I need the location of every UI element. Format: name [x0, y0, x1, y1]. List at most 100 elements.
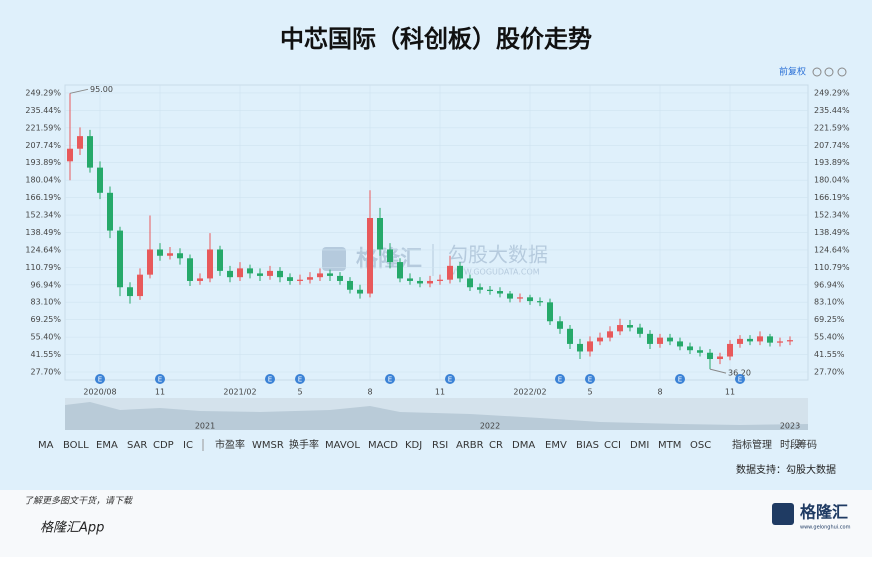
- y2-tick-label: 124.64%: [814, 245, 850, 254]
- event-marker[interactable]: [585, 374, 595, 384]
- event-marker[interactable]: [265, 374, 275, 384]
- candle-body: [507, 293, 513, 299]
- candle-body: [787, 340, 793, 342]
- event-marker[interactable]: [735, 374, 745, 384]
- indicator-tab[interactable]: CDP: [153, 440, 174, 451]
- candle-body: [517, 297, 523, 299]
- y2-tick-label: 249.29%: [814, 88, 850, 97]
- indicator-tab[interactable]: MAVOL: [325, 440, 360, 451]
- indicator-tab[interactable]: EMV: [545, 440, 567, 451]
- candle-body: [227, 270, 233, 278]
- candle-body: [167, 253, 173, 256]
- indicator-tab[interactable]: SAR: [127, 440, 147, 451]
- y2-tick-label: 83.10%: [814, 298, 845, 307]
- y2-tick-label: 55.40%: [814, 333, 845, 342]
- indicator-tab[interactable]: CR: [489, 440, 503, 451]
- x-tick-label: 5: [297, 388, 302, 397]
- y2-tick-label: 235.44%: [814, 106, 850, 115]
- candle-body: [707, 352, 713, 360]
- candle-body: [467, 278, 473, 288]
- y-tick-label: 249.29%: [25, 88, 61, 97]
- candle-body: [647, 333, 653, 344]
- y-tick-label: 83.10%: [30, 298, 61, 307]
- y-tick-label: 27.70%: [30, 368, 61, 377]
- indicator-tab[interactable]: OSC: [690, 440, 711, 451]
- y-tick-label: 221.59%: [25, 123, 61, 132]
- event-marker[interactable]: [295, 374, 305, 384]
- indicator-tab[interactable]: ARBR: [456, 440, 484, 451]
- candle-body: [207, 249, 213, 279]
- event-marker[interactable]: [445, 374, 455, 384]
- max-label: 95.00: [90, 85, 113, 94]
- candle-body: [377, 217, 383, 250]
- event-label: E: [388, 376, 392, 384]
- event-marker[interactable]: [155, 374, 165, 384]
- indicator-tab[interactable]: WMSR: [252, 440, 284, 451]
- indicator-tab[interactable]: 换手率: [289, 438, 319, 451]
- y-tick-label: 55.40%: [30, 333, 61, 342]
- adjust-button[interactable]: 前复权: [779, 66, 806, 78]
- candle-body: [527, 297, 533, 302]
- y2-tick-label: 69.25%: [814, 315, 845, 324]
- event-label: E: [558, 376, 562, 384]
- event-label: E: [678, 376, 682, 384]
- footer-app: 格隆汇App: [40, 521, 104, 536]
- indicator-tab[interactable]: MTM: [658, 440, 681, 451]
- extra-tab[interactable]: 时段: [780, 438, 800, 451]
- candle-body: [307, 277, 313, 280]
- indicator-tab[interactable]: EMA: [96, 440, 118, 451]
- event-marker[interactable]: [675, 374, 685, 384]
- candle-body: [197, 278, 203, 281]
- candle-body: [137, 274, 143, 297]
- event-marker[interactable]: [95, 374, 105, 384]
- extra-tab[interactable]: 筹码: [797, 438, 817, 451]
- candle-body: [627, 325, 633, 328]
- indicator-tab[interactable]: MA: [38, 440, 54, 451]
- indicator-tab[interactable]: 市盈率: [215, 438, 245, 451]
- candle-body: [267, 270, 273, 276]
- min-pointer: [709, 368, 727, 374]
- candle-body: [557, 321, 563, 329]
- candle-body: [717, 356, 723, 360]
- candle-body: [97, 167, 103, 193]
- logo: 格隆汇: [800, 503, 848, 522]
- y-tick-label: 41.55%: [30, 350, 61, 359]
- candle-body: [367, 217, 373, 294]
- candle-body: [417, 280, 423, 284]
- event-label: E: [588, 376, 592, 384]
- indicator-tab[interactable]: DMA: [512, 440, 535, 451]
- candle-body: [657, 337, 663, 344]
- y-tick-label: 124.64%: [25, 245, 61, 254]
- logo-url: www.gelonghui.com: [800, 525, 851, 531]
- candle-body: [577, 343, 583, 352]
- indicator-tab[interactable]: CCI: [604, 440, 621, 451]
- y2-tick-label: 110.79%: [814, 263, 850, 272]
- y-tick-label: 180.04%: [25, 176, 61, 185]
- candle-body: [567, 328, 573, 344]
- candle-body: [247, 268, 253, 274]
- x-tick-label: 2020/08: [83, 388, 116, 397]
- candle-body: [147, 249, 153, 275]
- indicator-tab[interactable]: RSI: [432, 440, 448, 451]
- extra-tab[interactable]: 指标管理: [732, 438, 772, 451]
- navigator-label: 2022: [480, 422, 500, 431]
- indicator-tab[interactable]: IC: [183, 440, 193, 451]
- candle-body: [497, 291, 503, 294]
- candle-body: [107, 192, 113, 231]
- event-marker[interactable]: [555, 374, 565, 384]
- max-pointer: [69, 88, 89, 94]
- event-marker[interactable]: [385, 374, 395, 384]
- candle-body: [177, 253, 183, 259]
- event-label: E: [158, 376, 162, 384]
- min-label: 36.20: [728, 369, 751, 378]
- y-tick-label: 110.79%: [25, 263, 61, 272]
- indicator-tab[interactable]: MACD: [368, 440, 398, 451]
- indicator-tab[interactable]: KDJ: [405, 440, 422, 451]
- indicator-tab[interactable]: DMI: [630, 440, 649, 451]
- indicator-tab[interactable]: BIAS: [576, 440, 599, 451]
- indicator-tab[interactable]: BOLL: [63, 440, 89, 451]
- x-tick-label: 8: [367, 388, 372, 397]
- footer-bg: [0, 490, 872, 557]
- y2-tick-label: 27.70%: [814, 368, 845, 377]
- watermark-url: WWW.GOGUDATA.COM: [448, 268, 540, 277]
